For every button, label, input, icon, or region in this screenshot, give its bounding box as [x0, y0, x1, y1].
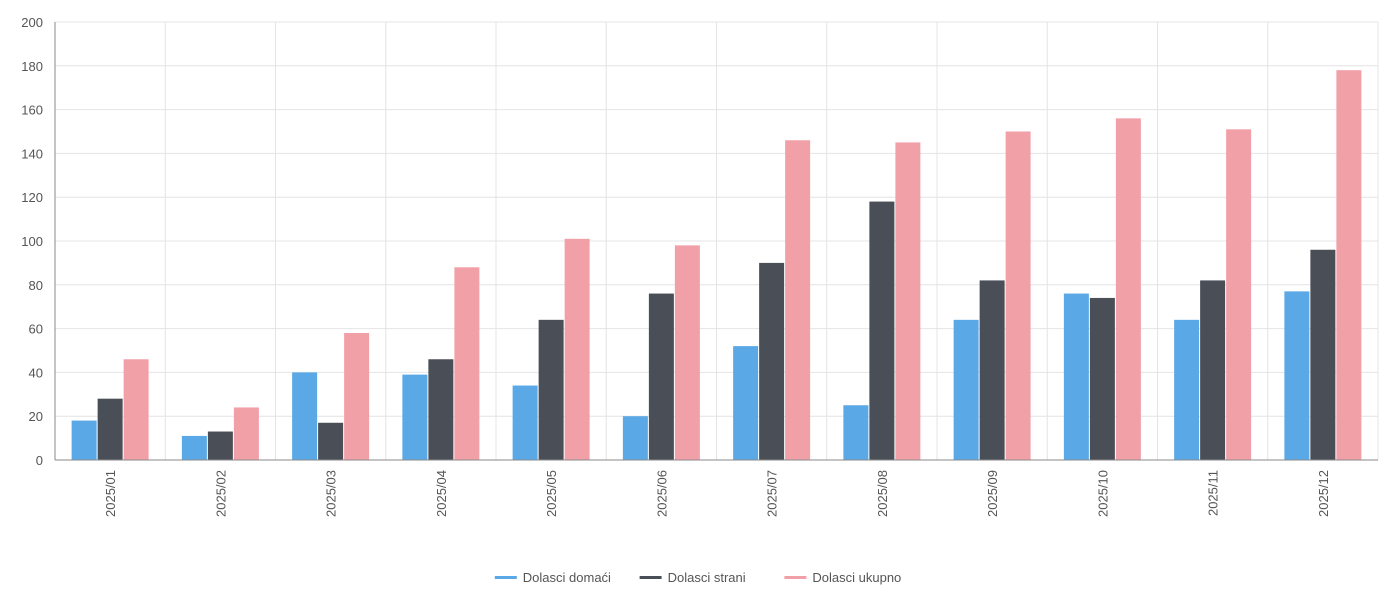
x-tick-label: 2025/10: [1095, 470, 1110, 517]
y-tick-label: 180: [21, 59, 43, 74]
bar-dolasci-doma-i-2025-06[interactable]: [622, 416, 648, 460]
x-tick-label: 2025/07: [765, 470, 780, 517]
bar-dolasci-strani-2025-08[interactable]: [869, 201, 895, 460]
bar-dolasci-strani-2025-02[interactable]: [207, 431, 233, 460]
bar-dolasci-ukupno-2025-10[interactable]: [1115, 118, 1141, 461]
bar-dolasci-ukupno-2025-12[interactable]: [1336, 70, 1362, 461]
x-tick-label: 2025/06: [654, 470, 669, 517]
y-tick-label: 200: [21, 15, 43, 30]
bar-dolasci-doma-i-2025-08[interactable]: [843, 405, 869, 460]
legend-swatch: [494, 576, 517, 579]
x-tick-label: 2025/03: [324, 470, 339, 517]
bar-dolasci-doma-i-2025-01[interactable]: [71, 420, 97, 460]
bar-dolasci-ukupno-2025-09[interactable]: [1005, 131, 1031, 461]
y-tick-label: 100: [21, 234, 43, 249]
bar-dolasci-strani-2025-04[interactable]: [428, 359, 454, 460]
bar-dolasci-doma-i-2025-04[interactable]: [402, 374, 428, 460]
bar-dolasci-strani-2025-07[interactable]: [759, 262, 785, 460]
bar-dolasci-ukupno-2025-05[interactable]: [564, 238, 590, 460]
y-axis-ticks: 0 20 40 60 80 100 120 140 160 180 200: [21, 15, 43, 468]
bar-dolasci-strani-2025-06[interactable]: [648, 293, 674, 460]
bars: [71, 70, 1362, 461]
y-tick-label: 20: [29, 409, 43, 424]
bar-dolasci-doma-i-2025-07[interactable]: [733, 346, 759, 460]
bar-dolasci-doma-i-2025-05[interactable]: [512, 385, 538, 460]
x-tick-label: 2025/04: [434, 470, 449, 517]
legend[interactable]: Dolasci domaći Dolasci strani Dolasci ukup…: [494, 570, 901, 585]
y-tick-label: 40: [29, 365, 43, 380]
legend-item-dolasci-doma-i[interactable]: Dolasci domaći: [494, 570, 611, 585]
bar-dolasci-strani-2025-12[interactable]: [1310, 249, 1336, 460]
y-tick-label: 140: [21, 146, 43, 161]
legend-swatch: [639, 576, 662, 579]
bar-dolasci-strani-2025-03[interactable]: [318, 422, 344, 460]
y-tick-label: 80: [29, 278, 43, 293]
x-tick-label: 2025/12: [1316, 470, 1331, 517]
x-tick-label: 2025/02: [213, 470, 228, 517]
y-tick-label: 60: [29, 322, 43, 337]
y-tick-label: 0: [36, 453, 43, 468]
x-tick-label: 2025/09: [985, 470, 1000, 517]
x-axis-ticks: 2025/01 2025/02 2025/03 2025/04 2025/05 2025/…: [103, 470, 1331, 517]
bar-dolasci-doma-i-2025-09[interactable]: [953, 319, 979, 460]
x-tick-label: 2025/08: [875, 470, 890, 517]
bar-dolasci-strani-2025-09[interactable]: [979, 280, 1005, 460]
bar-dolasci-ukupno-2025-04[interactable]: [454, 267, 480, 460]
bar-dolasci-ukupno-2025-08[interactable]: [895, 142, 921, 460]
y-tick-label: 160: [21, 103, 43, 118]
legend-item-dolasci-ukupno[interactable]: Dolasci ukupno: [784, 570, 901, 585]
bar-dolasci-strani-2025-10[interactable]: [1089, 297, 1115, 460]
bar-dolasci-ukupno-2025-06[interactable]: [674, 245, 700, 460]
bar-dolasci-doma-i-2025-11[interactable]: [1174, 319, 1200, 460]
x-tick-label: 2025/01: [103, 470, 118, 517]
legend-swatch: [784, 576, 807, 579]
bar-dolasci-strani-2025-01[interactable]: [97, 398, 123, 460]
bar-dolasci-ukupno-2025-01[interactable]: [123, 359, 149, 460]
legend-label: Dolasci domaći: [523, 570, 611, 585]
bar-dolasci-doma-i-2025-03[interactable]: [292, 372, 318, 460]
bar-dolasci-ukupno-2025-03[interactable]: [344, 332, 370, 460]
y-tick-label: 120: [21, 190, 43, 205]
bar-dolasci-ukupno-2025-02[interactable]: [233, 407, 259, 460]
bar-dolasci-ukupno-2025-11[interactable]: [1226, 129, 1252, 460]
bar-dolasci-doma-i-2025-12[interactable]: [1284, 291, 1310, 460]
x-tick-label: 2025/05: [544, 470, 559, 517]
bar-dolasci-ukupno-2025-07[interactable]: [785, 140, 811, 460]
bar-dolasci-doma-i-2025-02[interactable]: [181, 435, 207, 460]
bar-dolasci-doma-i-2025-10[interactable]: [1063, 293, 1089, 460]
bar-dolasci-strani-2025-11[interactable]: [1200, 280, 1226, 460]
x-tick-label: 2025/11: [1206, 470, 1221, 516]
legend-label: Dolasci ukupno: [812, 570, 901, 585]
axes: [54, 22, 1378, 461]
legend-item-dolasci-strani[interactable]: Dolasci strani: [639, 570, 746, 585]
legend-label: Dolasci strani: [668, 570, 746, 585]
bar-dolasci-strani-2025-05[interactable]: [538, 319, 564, 460]
